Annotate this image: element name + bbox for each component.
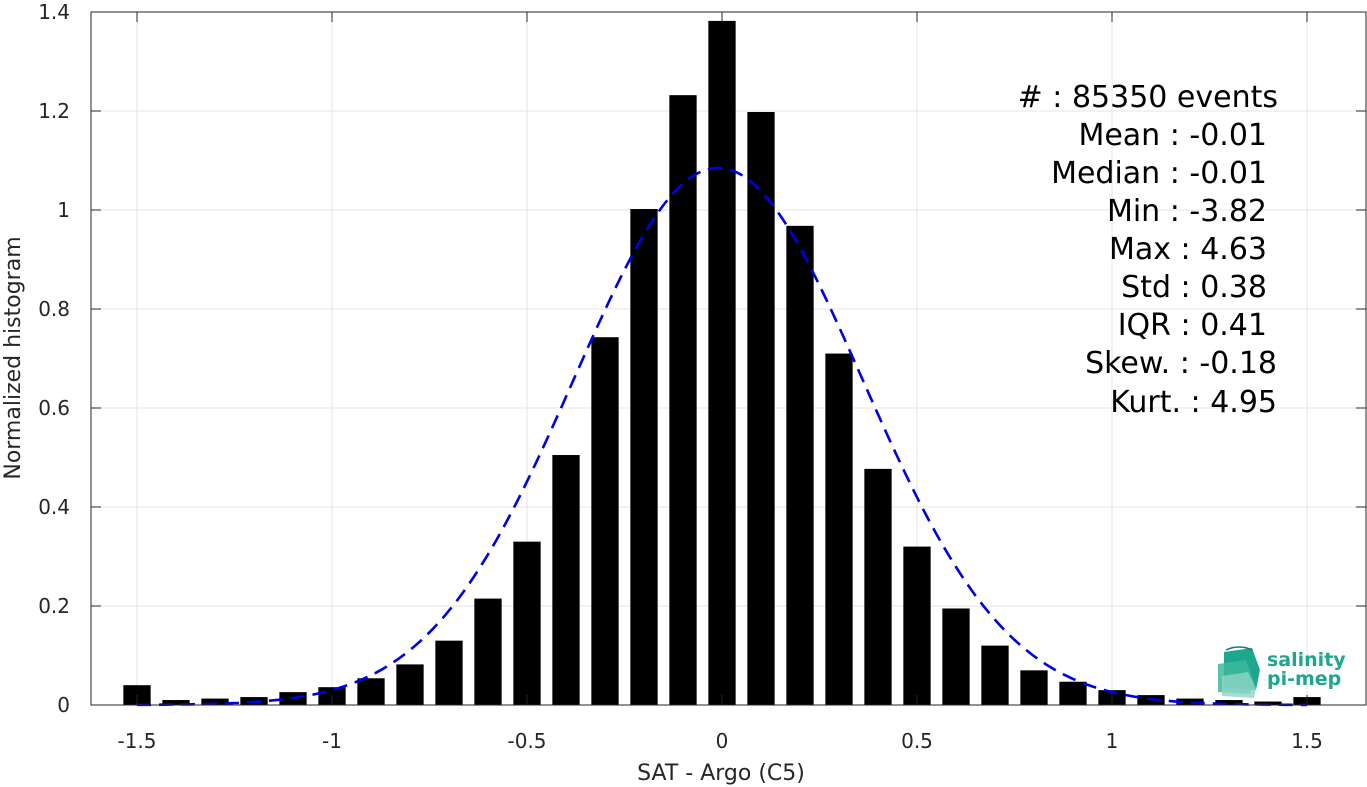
stat-skewness: Skew. : -0.18 xyxy=(1085,346,1277,381)
histogram-bar xyxy=(474,598,502,705)
stat-max: Max : 4.63 xyxy=(1109,232,1267,267)
histogram-bar xyxy=(903,546,931,705)
x-tick-label: -1 xyxy=(322,729,342,753)
stat-iqr: IQR : 0.41 xyxy=(1118,308,1267,343)
stat-median: Median : -0.01 xyxy=(1051,156,1267,191)
x-tick-label: 1.5 xyxy=(1291,729,1323,753)
logo-line-pi-mep: pi-mep xyxy=(1267,668,1341,690)
y-tick-label: 0.4 xyxy=(38,495,70,519)
histogram-bar xyxy=(1215,700,1243,705)
histogram-bar xyxy=(552,455,580,705)
wave-logo-icon xyxy=(1218,646,1260,698)
y-tick-label: 1 xyxy=(57,198,70,222)
histogram-bar xyxy=(747,111,775,706)
plot-frame xyxy=(90,11,1367,706)
histogram-bar xyxy=(162,700,190,705)
histogram-bar xyxy=(630,209,658,705)
y-tick-label: 0 xyxy=(57,693,70,717)
histogram-bar xyxy=(708,20,736,706)
stat-kurtosis: Kurt. : 4.95 xyxy=(1110,385,1277,420)
salinity-pi-mep-logo: salinity pi-mep xyxy=(1218,646,1346,698)
histogram-bar xyxy=(357,678,385,705)
histogram-bar xyxy=(669,95,697,705)
statistics-box: # : 85350 events Mean : -0.01 Median : -… xyxy=(1018,80,1278,420)
y-tick-label: 0.6 xyxy=(38,396,70,420)
y-tick-label: 0.8 xyxy=(38,297,70,321)
stat-min: Min : -3.82 xyxy=(1107,194,1267,229)
histogram-bar xyxy=(591,337,619,705)
histogram-bar xyxy=(786,225,814,705)
y-tick-label: 1.4 xyxy=(38,0,70,24)
histogram-bar xyxy=(942,608,970,705)
stat-std: Std : 0.38 xyxy=(1121,270,1267,305)
x-tick-label: 0 xyxy=(716,729,729,753)
histogram-bar xyxy=(513,541,541,705)
x-tick-label: -1.5 xyxy=(117,729,156,753)
logo-line-salinity: salinity xyxy=(1267,649,1346,671)
y-tick-label: 1.2 xyxy=(38,99,70,123)
x-tick-label: 0.5 xyxy=(901,729,933,753)
histogram-bar xyxy=(1176,698,1204,705)
x-tick-labels: -1.5 -1 -0.5 0 0.5 1 1.5 xyxy=(117,729,1322,753)
histogram-bar xyxy=(1059,681,1087,705)
stat-mean: Mean : -0.01 xyxy=(1078,118,1267,153)
gaussian-fit-curve xyxy=(137,166,1307,707)
y-axis-label: Normalized histogram xyxy=(1,236,26,479)
histogram-bar xyxy=(201,698,229,705)
axis-ticks xyxy=(91,11,1366,706)
y-tick-label: 0.2 xyxy=(38,594,70,618)
x-tick-label: 1 xyxy=(1106,729,1119,753)
histogram-bar xyxy=(1020,670,1048,705)
histogram-bar xyxy=(396,664,424,705)
histogram-bar xyxy=(1254,701,1282,705)
x-tick-label: -0.5 xyxy=(507,729,546,753)
x-axis-label: SAT - Argo (C5) xyxy=(637,761,805,786)
histogram-bar xyxy=(981,645,1009,705)
histogram-bar xyxy=(435,640,463,705)
y-tick-labels: 0 0.2 0.4 0.6 0.8 1 1.2 1.4 xyxy=(38,0,70,717)
histogram-bar xyxy=(825,353,853,705)
stat-events: # : 85350 events xyxy=(1018,80,1278,115)
histogram-bar xyxy=(864,468,892,705)
